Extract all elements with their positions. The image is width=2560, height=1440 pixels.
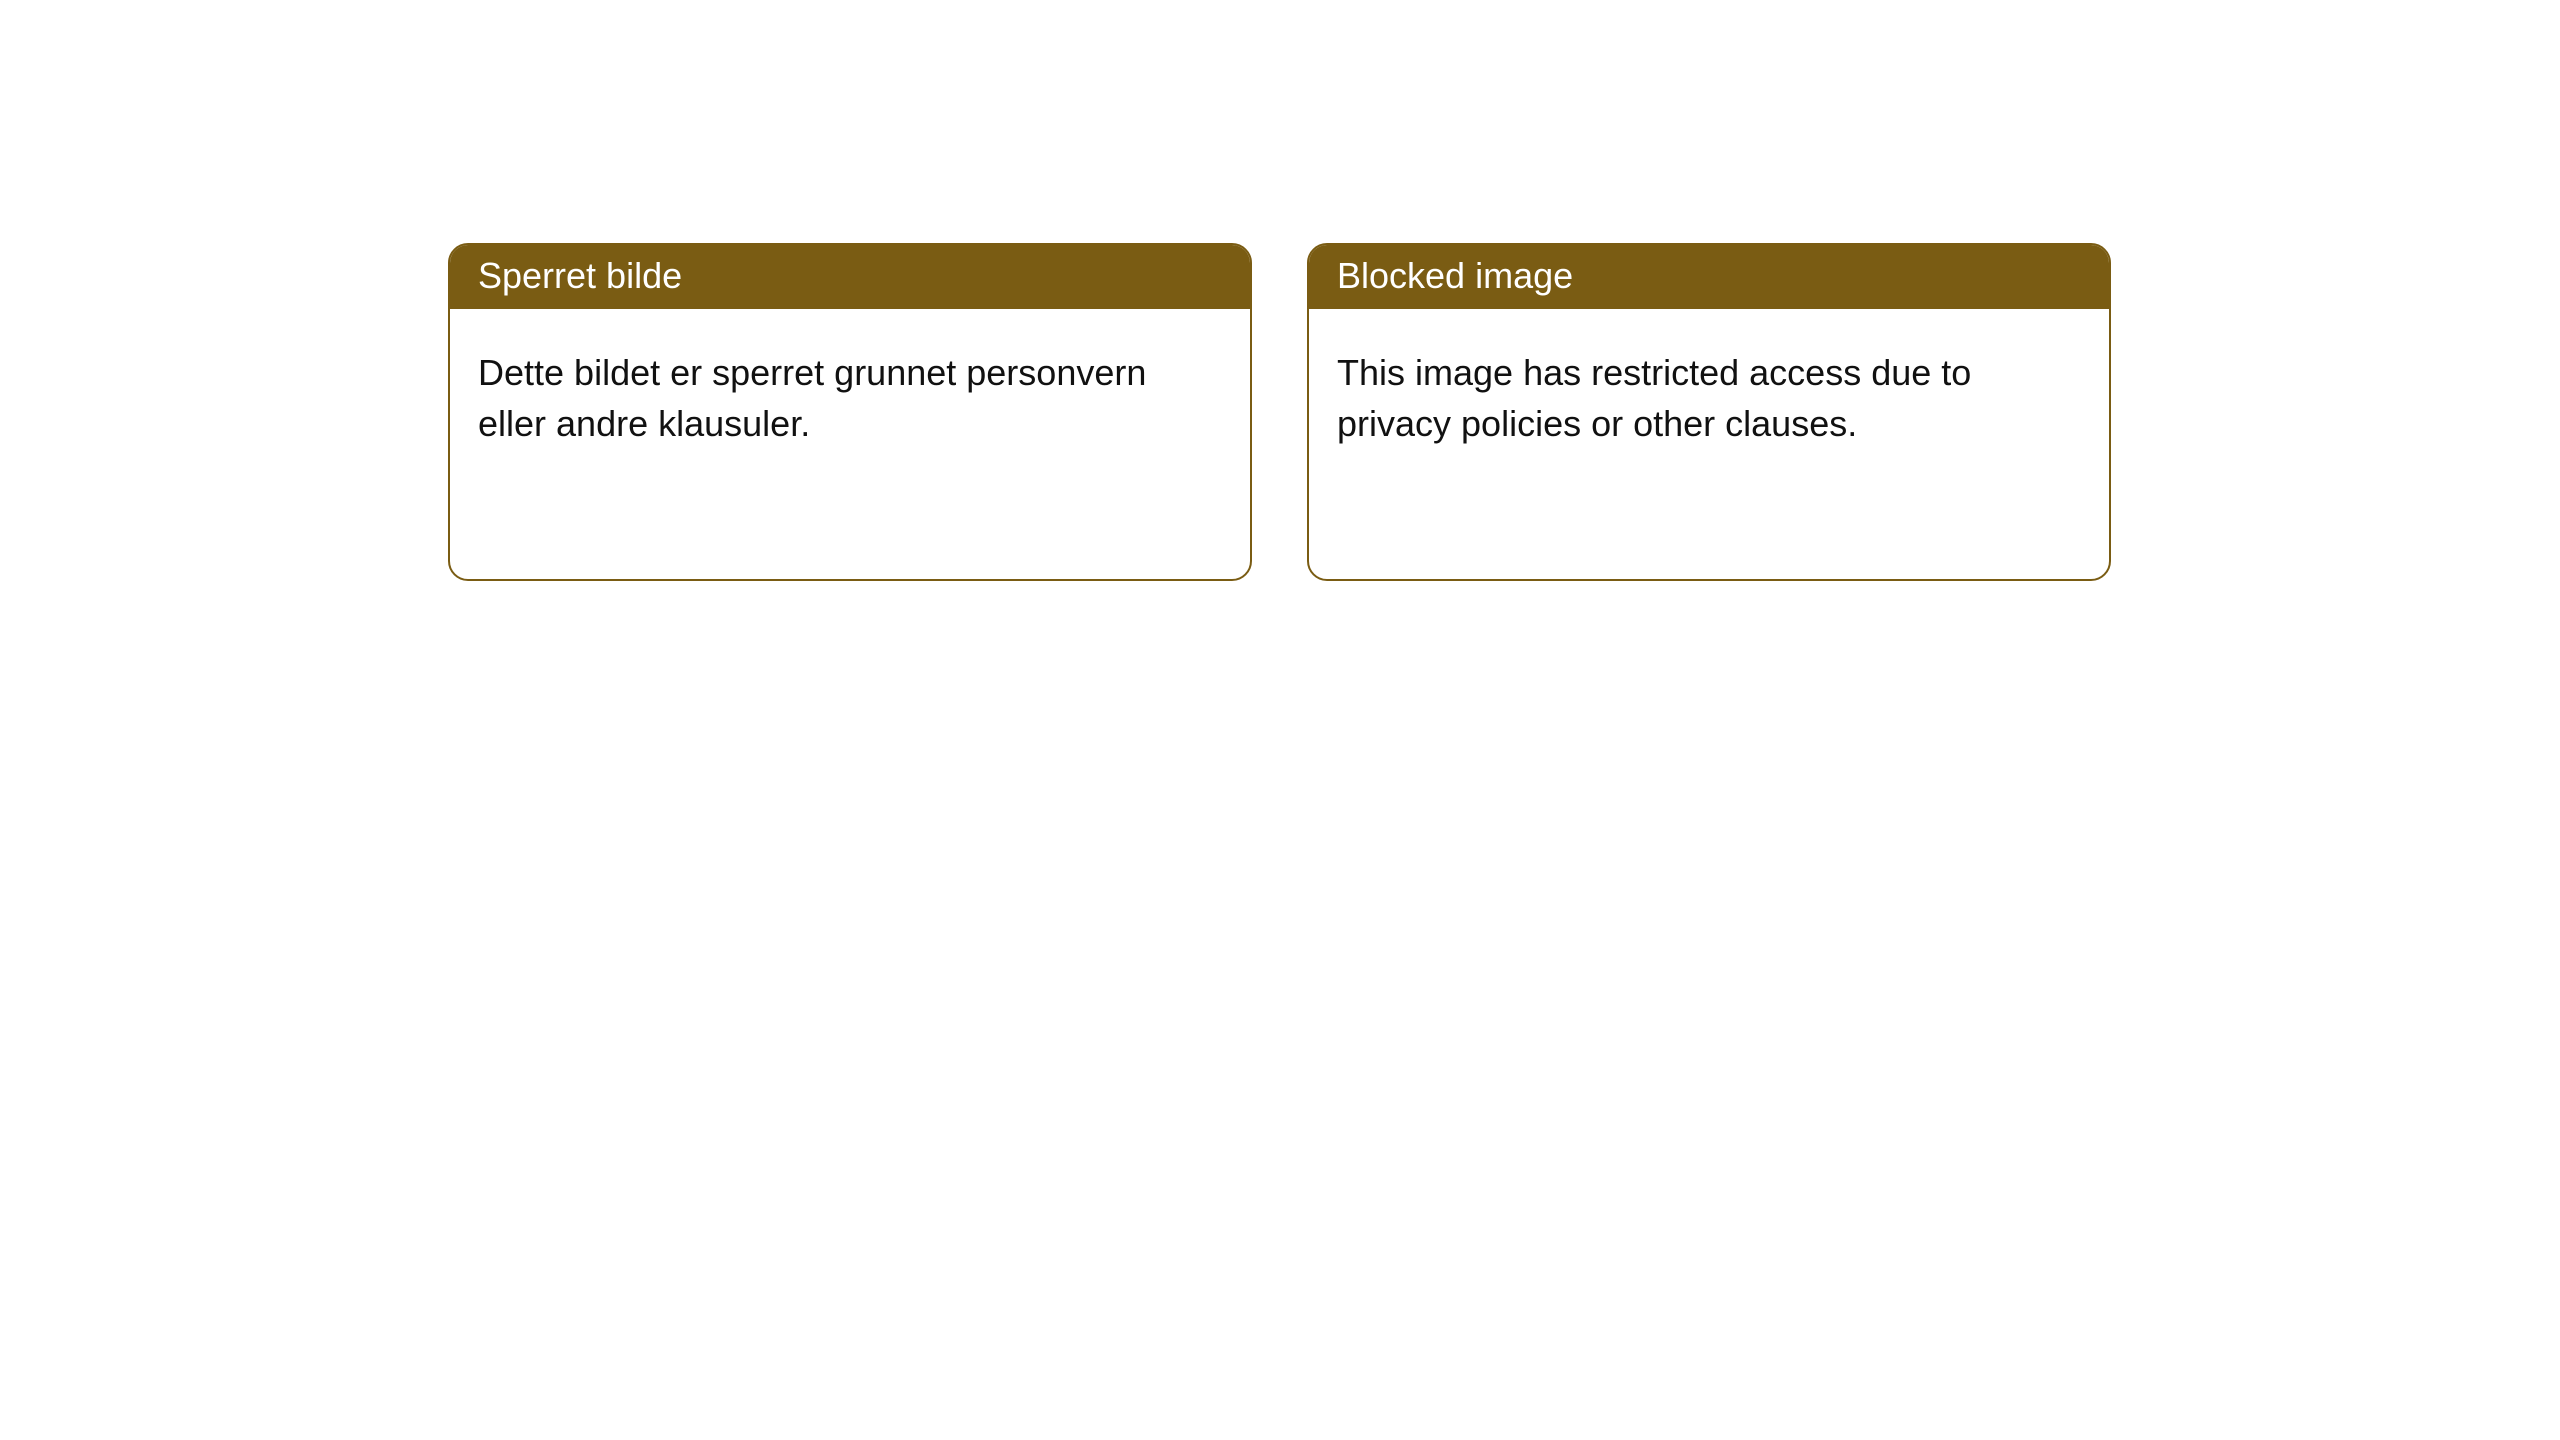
- card-header-english: Blocked image: [1309, 245, 2109, 309]
- notice-card-english: Blocked image This image has restricted …: [1307, 243, 2111, 581]
- card-title-english: Blocked image: [1337, 255, 1573, 296]
- notice-container: Sperret bilde Dette bildet er sperret gr…: [0, 0, 2560, 581]
- card-header-norwegian: Sperret bilde: [450, 245, 1250, 309]
- card-text-norwegian: Dette bildet er sperret grunnet personve…: [478, 352, 1146, 444]
- notice-card-norwegian: Sperret bilde Dette bildet er sperret gr…: [448, 243, 1252, 581]
- card-body-norwegian: Dette bildet er sperret grunnet personve…: [450, 309, 1250, 579]
- card-title-norwegian: Sperret bilde: [478, 255, 682, 296]
- card-text-english: This image has restricted access due to …: [1337, 352, 1971, 444]
- card-body-english: This image has restricted access due to …: [1309, 309, 2109, 579]
